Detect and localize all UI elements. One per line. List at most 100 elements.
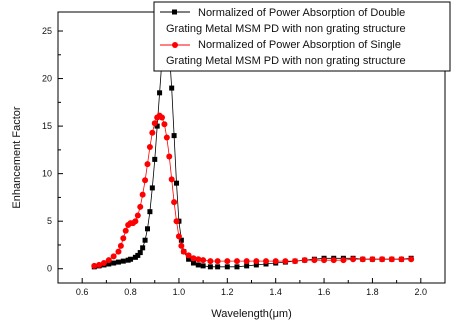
data-point: [142, 237, 148, 243]
data-point: [110, 253, 117, 260]
data-point: [144, 161, 151, 168]
data-point: [152, 156, 158, 162]
data-point: [178, 242, 185, 249]
data-point: [190, 255, 197, 262]
data-point: [142, 177, 149, 184]
data-point: [243, 258, 250, 265]
data-point: [137, 203, 144, 210]
legend: Normalized of Power Absorption of Double…: [153, 1, 451, 72]
data-point: [147, 209, 153, 215]
data-point: [120, 235, 127, 242]
data-point: [163, 134, 170, 141]
data-point: [137, 250, 143, 256]
data-point: [282, 258, 289, 265]
data-point: [186, 256, 192, 262]
data-point: [166, 153, 173, 160]
data-point: [96, 261, 103, 268]
x-tick-label: 2.0: [415, 287, 428, 297]
data-point: [253, 258, 260, 265]
data-point: [340, 257, 347, 264]
x-tick-label: 0.8: [124, 287, 137, 297]
data-point: [321, 257, 328, 264]
data-point: [215, 264, 221, 270]
data-point: [350, 256, 357, 263]
data-point: [168, 176, 175, 183]
data-point: [301, 257, 308, 264]
data-point: [224, 264, 230, 270]
data-point: [139, 191, 146, 198]
y-tick-label: 10: [42, 169, 52, 179]
data-point: [330, 257, 337, 264]
data-point: [174, 180, 180, 186]
legend-box: [153, 1, 451, 72]
data-point: [91, 262, 98, 269]
data-point: [292, 258, 299, 265]
data-point: [408, 256, 415, 263]
data-point: [169, 85, 175, 91]
data-point: [111, 260, 117, 266]
data-point: [190, 260, 196, 266]
data-point: [253, 262, 259, 268]
data-point: [122, 227, 129, 234]
ticks-layer: 0.6 0.8 1.0 1.2 1.4 1.6 1.8 2.0 0 5 10 15 20 25: [42, 26, 427, 297]
legend-label-double-line1: Normalized of Power Absorption of Double: [198, 7, 405, 19]
x-tick-label: 1.2: [221, 287, 234, 297]
series-1: [91, 112, 415, 269]
x-tick-label: 1.0: [173, 287, 186, 297]
data-point: [100, 260, 107, 267]
data-point: [154, 123, 160, 129]
data-point: [178, 237, 184, 243]
data-point: [195, 256, 202, 263]
data-point: [359, 256, 366, 263]
y-tick-label: 0: [47, 264, 52, 274]
x-tick-label: 0.6: [76, 287, 89, 297]
data-point: [171, 199, 178, 206]
data-point: [115, 248, 122, 255]
y-tick-label: 15: [42, 121, 52, 131]
data-point: [200, 257, 207, 264]
data-point: [132, 218, 139, 225]
y-tick-label: 5: [47, 216, 52, 226]
data-point: [311, 257, 318, 264]
y-tick-label: 25: [42, 26, 52, 36]
data-point: [195, 262, 201, 268]
data-point: [120, 258, 126, 264]
series-line: [94, 115, 412, 267]
data-point: [398, 256, 405, 263]
data-point: [214, 258, 221, 265]
data-point: [379, 256, 386, 263]
legend-label-double-line2: Grating Metal MSM PD with non grating st…: [166, 23, 406, 35]
data-point: [105, 257, 112, 264]
legend-marker-single: [172, 42, 178, 48]
data-point: [171, 133, 177, 139]
y-tick-label: 20: [42, 74, 52, 84]
data-point: [149, 129, 156, 136]
data-point: [207, 258, 214, 265]
data-point: [159, 114, 166, 121]
data-point: [157, 90, 163, 96]
data-point: [234, 264, 240, 270]
data-point: [146, 144, 153, 151]
legend-label-single-line1: Normalized of Power Absorption of Single: [198, 39, 401, 51]
data-point: [140, 245, 146, 251]
data-point: [388, 256, 395, 263]
data-point: [173, 218, 180, 225]
data-point: [244, 263, 250, 269]
data-point: [369, 256, 376, 263]
data-point: [135, 252, 141, 258]
data-point: [233, 258, 240, 265]
legend-marker-double: [172, 9, 177, 15]
data-point: [272, 258, 279, 265]
data-point: [115, 259, 121, 265]
x-tick-label: 1.4: [269, 287, 282, 297]
data-point: [151, 120, 158, 127]
data-point: [185, 252, 192, 259]
data-point: [161, 121, 168, 128]
legend-label-single-line2: Grating Metal MSM PD with non grating st…: [166, 55, 406, 67]
data-point: [149, 185, 155, 191]
data-point: [175, 233, 182, 240]
data-point: [224, 258, 231, 265]
data-point: [263, 258, 270, 265]
